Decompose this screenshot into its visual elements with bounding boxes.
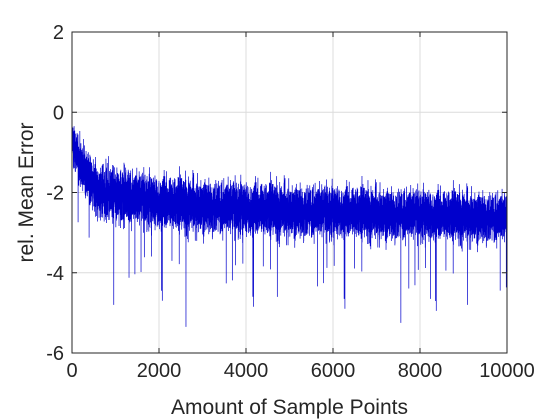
y-tick-label: -4 bbox=[46, 263, 64, 285]
x-tick-label: 2000 bbox=[137, 360, 182, 382]
y-axis-label: rel. Mean Error bbox=[15, 122, 38, 262]
tick-marks bbox=[71, 31, 508, 354]
y-tick-label: 2 bbox=[53, 22, 64, 44]
x-tick-label: 0 bbox=[66, 360, 77, 382]
tick-labels: 0 2000 4000 6000 8000 10000 2 0 -2 -4 -6 bbox=[46, 22, 535, 382]
y-tick-label: 0 bbox=[53, 102, 64, 124]
x-axis-label: Amount of Sample Points bbox=[171, 396, 408, 419]
x-tick-label: 10000 bbox=[479, 360, 535, 382]
y-tick-label: -6 bbox=[46, 343, 64, 365]
series-line-path bbox=[71, 112, 508, 327]
y-tick-label: -2 bbox=[46, 183, 64, 205]
x-tick-label: 4000 bbox=[224, 360, 269, 382]
series-line bbox=[71, 112, 508, 327]
x-tick-label: 8000 bbox=[398, 360, 443, 382]
x-tick-label: 6000 bbox=[311, 360, 356, 382]
